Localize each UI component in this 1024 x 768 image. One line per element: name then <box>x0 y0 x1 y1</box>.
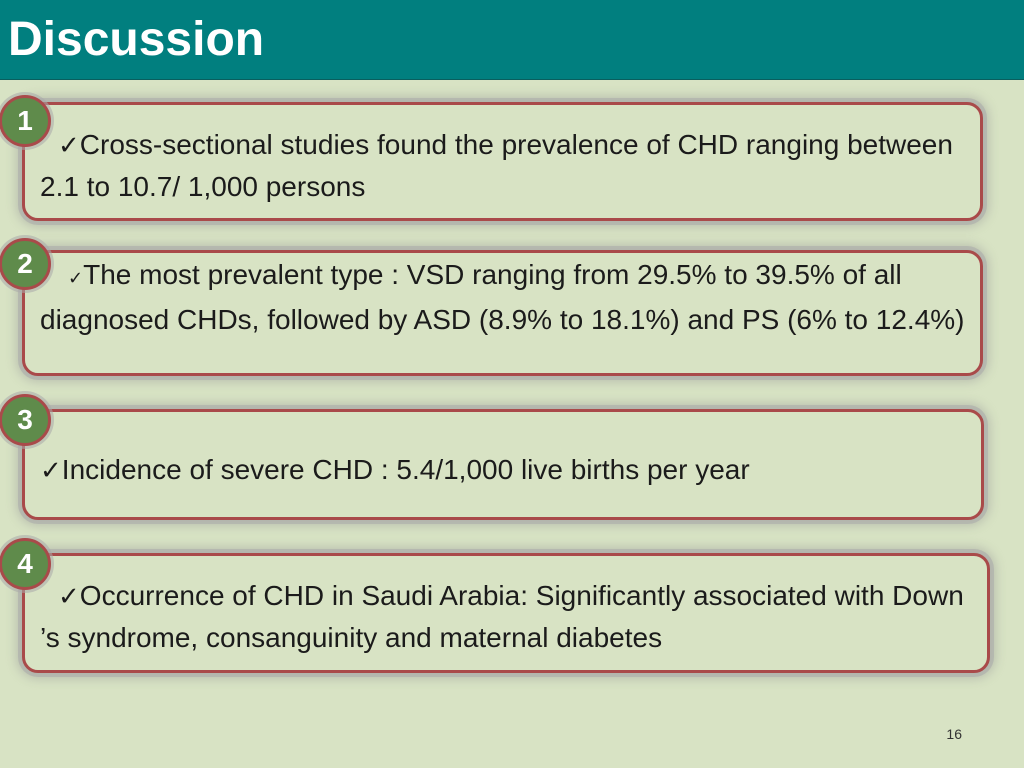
title-bar: Discussion <box>0 0 1024 80</box>
checkmark-icon: ✓ <box>58 581 80 611</box>
point-text-3-content: Incidence of severe CHD : 5.4/1,000 live… <box>61 454 750 485</box>
checkmark-icon: ✓ <box>68 268 84 288</box>
point-text-1: ✓Cross-sectional studies found the preva… <box>40 124 968 207</box>
number-badge-2: 2 <box>0 238 51 290</box>
slide-title: Discussion <box>8 13 265 66</box>
point-text-2-content: The most prevalent type : VSD ranging fr… <box>40 259 965 335</box>
point-card-4: ✓Occurrence of CHD in Saudi Arabia: Sign… <box>22 553 990 673</box>
point-text-4-content: Occurrence of CHD in Saudi Arabia: Signi… <box>40 580 964 653</box>
checkmark-icon: ✓ <box>40 455 62 485</box>
number-badge-4: 4 <box>0 538 51 590</box>
page-number: 16 <box>946 726 962 742</box>
point-text-2: ✓The most prevalent type : VSD ranging f… <box>40 254 968 340</box>
number-badge-3: 3 <box>0 394 51 446</box>
point-text-4: ✓Occurrence of CHD in Saudi Arabia: Sign… <box>40 575 975 658</box>
point-card-1: ✓Cross-sectional studies found the preva… <box>22 102 983 221</box>
checkmark-icon: ✓ <box>58 130 80 160</box>
point-card-2: ✓The most prevalent type : VSD ranging f… <box>22 250 983 376</box>
point-card-3: ✓Incidence of severe CHD : 5.4/1,000 liv… <box>22 409 984 520</box>
point-text-1-content: Cross-sectional studies found the preval… <box>40 129 953 202</box>
point-text-3: ✓Incidence of severe CHD : 5.4/1,000 liv… <box>40 449 969 491</box>
number-badge-1: 1 <box>0 95 51 147</box>
